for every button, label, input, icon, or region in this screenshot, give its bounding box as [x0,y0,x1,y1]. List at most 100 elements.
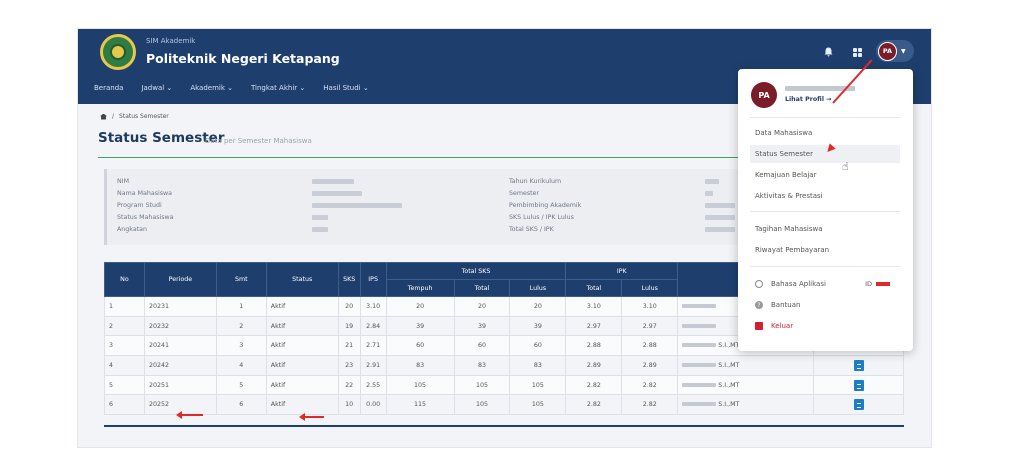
cell-dosen: S.I.,MT [677,355,815,376]
institution-logo[interactable] [100,34,136,70]
document-icon[interactable] [853,359,864,371]
cell-lulus: 105 [509,374,567,396]
cell-sks: 23 [337,355,361,376]
globe-icon [755,280,763,288]
menu-status-semester[interactable]: Status Semester [750,145,900,163]
menu-aktivitas-prestasi[interactable]: Aktivitas & Prestasi [755,192,823,200]
info-value-prodi [312,203,402,208]
home-icon[interactable] [100,113,107,120]
cell-status: Aktif [265,355,339,376]
cell-tempuh: 39 [385,315,455,337]
cell-ips: 2.55 [359,374,387,396]
cell-ipk-total: 2.82 [565,374,623,396]
cell-ips: 0.00 [359,394,387,416]
info-label-prodi: Program Studi [117,202,162,209]
title-divider [98,157,913,158]
breadcrumb-current: Status Semester [119,113,169,120]
menu-bahasa-aplikasi[interactable]: Bahasa Aplikasi ID [750,275,900,293]
nav-beranda[interactable]: Beranda [94,84,124,92]
info-label-nim: NIM [117,178,130,185]
col-header-ips: IPS [359,262,387,297]
col-header-smt: Smt [215,262,267,297]
dropdown-user-name [785,86,855,91]
cell-smt: 2 [215,315,267,337]
cell-lulus: 60 [509,335,567,357]
language-code: ID [865,280,872,288]
info-label-status: Status Mahasiswa [117,214,174,221]
language-label: Bahasa Aplikasi [771,280,826,288]
page-title: Status Semester [98,130,225,146]
cell-ipk-lulus: 3.10 [621,296,679,317]
cell-tempuh: 115 [385,394,455,416]
cell-aksi [813,374,904,396]
institution-name: Politeknik Negeri Ketapang [146,51,340,66]
cell-status: Aktif [265,335,339,357]
cell-smt: 1 [215,296,267,317]
app-name: SIM Akademik [146,37,196,45]
breadcrumb: / Status Semester [100,113,169,120]
cell-sks: 20 [337,296,361,317]
cell-dosen: S.I.,MT [677,374,815,396]
info-value-status [312,215,328,220]
cell-ipk-total: 2.88 [565,335,623,357]
cell-ipk-total: 3.10 [565,296,623,317]
info-label-semester: Semester [509,190,540,197]
cell-lulus: 20 [509,296,567,317]
help-icon: ? [755,301,763,309]
page-subtitle: Data per Semester Mahasiswa [205,137,312,145]
cell-no: 3 [104,335,145,357]
menu-kemajuan-belajar[interactable]: Kemajuan Belajar [755,171,817,179]
flag-icon [876,282,890,286]
cell-no: 5 [104,374,145,396]
view-profile-link[interactable]: Lihat Profil → [785,96,832,103]
info-value-angkatan [312,227,328,232]
info-value-kurikulum [705,179,719,184]
info-value-semester [705,191,713,196]
col-header-no: No [104,262,145,297]
cell-ipk-lulus: 2.97 [621,315,679,337]
main-nav: Beranda Jadwal ⌄ Akademik ⌄ Tingkat Akhi… [78,84,387,98]
col-header-tempuh: Tempuh [385,279,455,297]
cell-total: 60 [453,335,511,357]
user-menu-toggle[interactable]: PA ▼ [876,40,914,62]
cell-ipk-lulus: 2.89 [621,355,679,376]
cell-no: 4 [104,355,145,376]
nav-tingkat-akhir[interactable]: Tingkat Akhir ⌄ [250,84,306,92]
document-icon[interactable] [853,399,864,411]
nav-jadwal[interactable]: Jadwal ⌄ [141,84,173,92]
cell-ipk-total: 2.97 [565,315,623,337]
cell-ips: 2.84 [359,315,387,337]
bell-icon[interactable] [821,45,835,59]
cell-total: 105 [453,374,511,396]
cell-ips: 2.91 [359,355,387,376]
cell-ipk-lulus: 2.82 [621,394,679,416]
document-icon[interactable] [853,379,864,391]
apps-grid-icon[interactable] [850,45,864,59]
cell-total: 39 [453,315,511,337]
menu-riwayat-pembayaran[interactable]: Riwayat Pembayaran [755,246,830,254]
cell-no: 6 [104,394,145,416]
nav-hasil-studi[interactable]: Hasil Studi ⌄ [323,84,369,92]
menu-bantuan[interactable]: ? Bantuan [750,296,900,314]
cell-periode: 20252 [143,394,217,416]
dropdown-divider [750,117,900,118]
menu-tagihan-mahasiswa[interactable]: Tagihan Mahasiswa [755,225,823,233]
table-row: 6 20252 6 Aktif 10 0.00 115 105 105 2.82… [104,394,904,416]
info-value-sks-lulus [705,215,735,220]
cell-smt: 6 [215,394,267,416]
cell-periode: 20251 [143,374,217,396]
info-label-total-sks: Total SKS / IPK [509,226,554,233]
menu-data-mahasiswa[interactable]: Data Mahasiswa [755,129,813,137]
cell-dosen: S.I.,MT [677,394,815,416]
cell-tempuh: 105 [385,374,455,396]
menu-keluar[interactable]: Keluar [750,317,900,335]
nav-akademik[interactable]: Akademik ⌄ [190,84,233,92]
top-header: SIM Akademik Politeknik Negeri Ketapang … [78,29,931,104]
cell-tempuh: 20 [385,296,455,317]
col-header-total-sks: Total SKS [385,262,567,280]
cell-status: Aktif [265,315,339,337]
cell-sks: 21 [337,335,361,357]
help-label: Bantuan [771,301,801,309]
info-label-pembimbing: Pembimbing Akademik [509,202,582,209]
col-header-ipk: IPK [565,262,679,280]
